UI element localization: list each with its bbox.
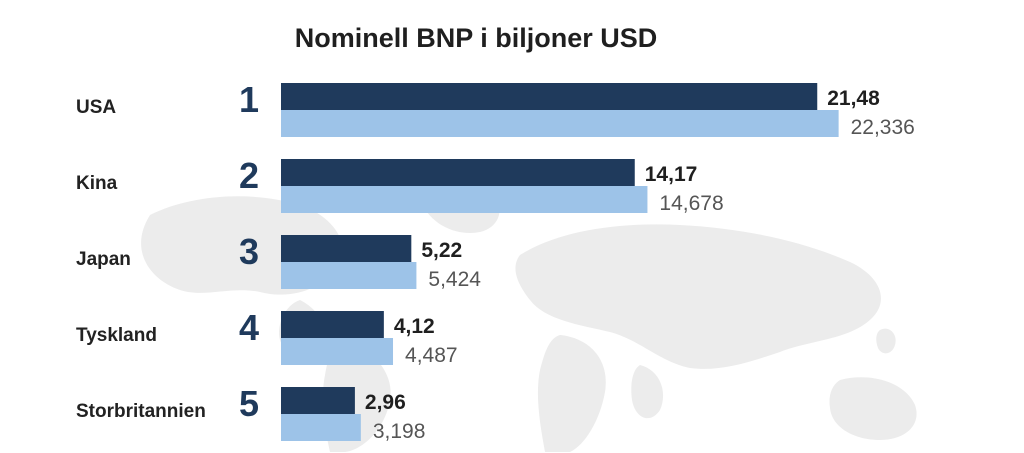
bar-light [281, 338, 394, 365]
bar-dark [281, 387, 355, 414]
country-label: Kina [76, 173, 118, 194]
country-label: USA [76, 97, 116, 118]
data-label: 2,96 [365, 391, 406, 414]
bar-light [281, 186, 648, 213]
country-label: Japan [76, 249, 131, 270]
bar-dark [281, 83, 818, 110]
country-label: Storbritannien [76, 401, 206, 422]
bar-dark [281, 159, 635, 186]
rank-number: 4 [239, 307, 259, 348]
country-label: Tyskland [76, 325, 157, 346]
chart-title: Nominell BNP i biljoner USD [295, 23, 658, 53]
bar-dark [281, 235, 412, 262]
bar-light [281, 414, 361, 441]
rank-number: 2 [239, 155, 259, 196]
bar-light [281, 110, 839, 137]
data-label: 5,424 [428, 268, 481, 291]
chart-rows: USA 1 21,48 22,336 Kina 2 14,17 14,678 Japan 3 5,2… [76, 79, 915, 443]
data-label: 3,198 [373, 420, 426, 443]
bar-dark [281, 311, 384, 338]
bar-light [281, 262, 417, 289]
data-label: 21,48 [827, 87, 880, 110]
data-label: 14,678 [659, 192, 723, 215]
data-label: 4,12 [394, 315, 435, 338]
data-label: 5,22 [421, 239, 462, 262]
rank-number: 1 [239, 79, 259, 120]
data-label: 22,336 [851, 116, 915, 139]
rank-number: 5 [239, 383, 259, 424]
rank-number: 3 [239, 231, 259, 272]
data-label: 4,487 [405, 344, 458, 367]
data-label: 14,17 [645, 163, 698, 186]
